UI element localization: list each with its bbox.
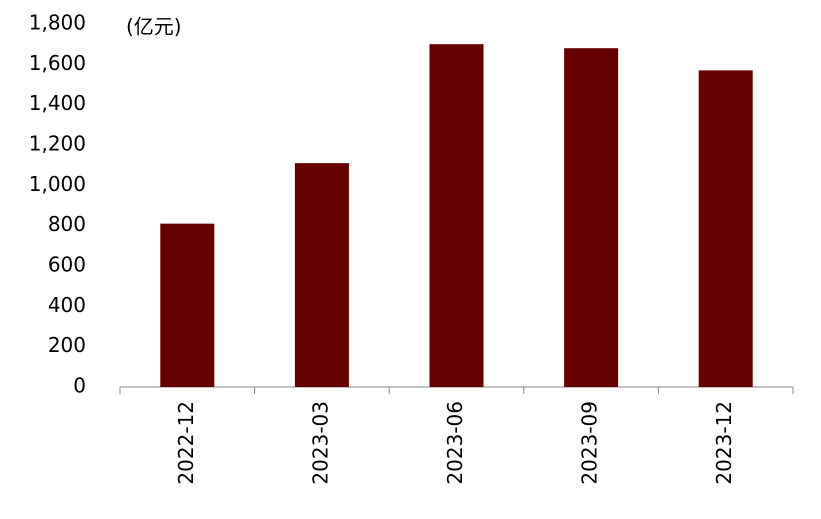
bar (698, 70, 753, 387)
bar (160, 223, 215, 387)
y-tick-label: 1,200 (29, 132, 86, 156)
y-tick-label: 600 (48, 253, 86, 277)
x-tick-label: 2023-03 (308, 401, 332, 485)
x-tick-label: 2022-12 (174, 401, 198, 485)
bar (429, 44, 484, 388)
y-tick-label: 1,600 (29, 51, 86, 75)
y-tick-label: 1,000 (29, 172, 86, 196)
y-tick-label: 400 (48, 293, 86, 317)
x-tick-label: 2023-06 (443, 401, 467, 485)
x-tick-label: 2023-12 (712, 401, 736, 485)
y-tick-label: 800 (48, 212, 86, 236)
bar (564, 48, 619, 387)
y-tick-label: 200 (48, 333, 86, 357)
y-axis-unit: (亿元) (126, 15, 182, 39)
y-tick-label: 1,800 (29, 11, 86, 35)
x-tick-label: 2023-09 (578, 401, 602, 485)
y-tick-label: 1,400 (29, 91, 86, 115)
bar (294, 163, 349, 387)
y-tick-label: 0 (73, 374, 86, 398)
